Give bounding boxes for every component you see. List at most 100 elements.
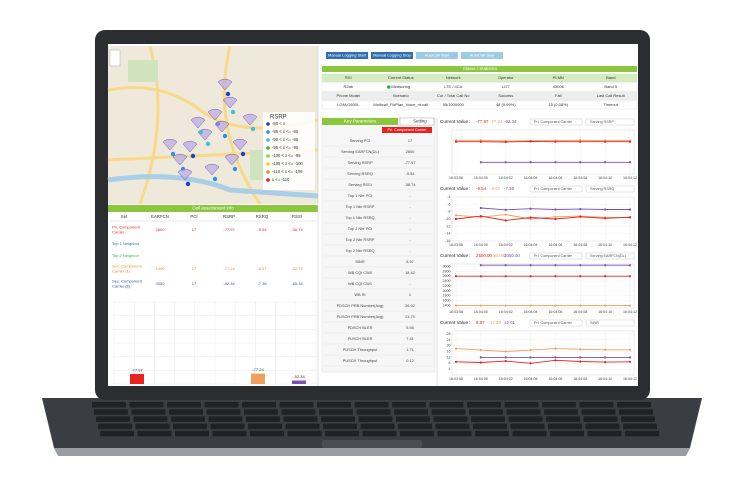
status-row bbox=[321, 91, 638, 101]
map-river bbox=[107, 174, 319, 199]
dropdown[interactable] bbox=[529, 185, 583, 193]
button[interactable] bbox=[416, 52, 458, 59]
dropdown[interactable] bbox=[585, 185, 635, 193]
x-tick-label: 16:04:10 bbox=[598, 176, 612, 180]
dropdown[interactable] bbox=[585, 319, 635, 327]
key bbox=[581, 409, 616, 415]
dropdown-label[interactable]: Serving EARFCN(DL) bbox=[590, 254, 626, 258]
key bbox=[244, 409, 278, 415]
button[interactable] bbox=[326, 52, 368, 59]
dropdown-label[interactable]: Serving RSRQ bbox=[590, 187, 614, 191]
cell-sector bbox=[182, 140, 198, 153]
series-point bbox=[554, 359, 557, 362]
parameter-name: WB CQI CW1 bbox=[348, 281, 372, 286]
y-tick-label: -6 bbox=[447, 202, 450, 206]
x-tick-label: 16:04:02 bbox=[499, 243, 513, 247]
series-point bbox=[454, 140, 458, 143]
panel-title: Cell assessment info bbox=[192, 206, 234, 211]
key bbox=[619, 409, 653, 415]
key bbox=[623, 423, 657, 430]
key bbox=[398, 423, 432, 430]
dropdown[interactable] bbox=[529, 118, 583, 126]
button[interactable] bbox=[371, 52, 413, 59]
status-cell: Last Call Result bbox=[597, 93, 626, 98]
series-point bbox=[579, 140, 582, 143]
dropdown-label[interactable]: Pri. Component Carrier bbox=[534, 254, 573, 258]
dropdown-label[interactable]: SINR bbox=[590, 321, 599, 325]
key bbox=[510, 423, 545, 430]
dropdown-label[interactable]: Pri. Component Carrier bbox=[534, 321, 573, 325]
map-park bbox=[128, 60, 158, 82]
x-tick-label: 16:04:08 bbox=[573, 310, 587, 314]
legend-label: -85 < x <= -80 bbox=[272, 129, 299, 134]
dropdown[interactable] bbox=[529, 319, 583, 327]
y-tick-label: 1400 bbox=[443, 304, 451, 308]
dropdown-label[interactable]: Pri. Component Carrier bbox=[534, 120, 573, 124]
key bbox=[435, 423, 470, 430]
cell-value: -58.74 bbox=[291, 227, 303, 232]
setting-button[interactable] bbox=[399, 117, 435, 126]
series-point bbox=[628, 208, 632, 211]
key bbox=[206, 409, 241, 415]
series-point bbox=[628, 161, 632, 164]
series-point bbox=[628, 264, 632, 267]
button-label[interactable]: AutoCall Stop bbox=[470, 53, 495, 58]
series-point bbox=[579, 208, 582, 211]
button-label[interactable]: Manual Logging Stop bbox=[373, 53, 412, 58]
current-value: -77.24 bbox=[490, 119, 503, 124]
measurement-point bbox=[198, 129, 204, 135]
row-label: Sec. Component Carrier (1) bbox=[112, 264, 143, 274]
key bbox=[319, 409, 353, 415]
series-point bbox=[579, 215, 582, 218]
setting-label[interactable]: Setting bbox=[413, 119, 427, 124]
series-point bbox=[554, 161, 557, 164]
status-row bbox=[321, 73, 638, 83]
bar-label: -92.34 bbox=[293, 374, 305, 379]
key bbox=[433, 416, 468, 422]
button-label[interactable]: AutoCall Start bbox=[425, 53, 451, 58]
cell-value: 2600 bbox=[156, 227, 166, 232]
y-tick-label: 16 bbox=[447, 349, 451, 353]
parameter-value: 21.70 bbox=[405, 314, 416, 319]
column-header: EARFCN bbox=[151, 214, 169, 219]
series-point bbox=[628, 216, 632, 219]
dropdown[interactable] bbox=[529, 252, 583, 260]
dropdown[interactable] bbox=[585, 118, 635, 126]
parameter-name: Top 1 Nbr RSRQ bbox=[345, 215, 374, 220]
carrier-tab[interactable] bbox=[382, 127, 432, 133]
cell-sector bbox=[224, 153, 240, 166]
dropdown-label[interactable]: Serving RSRP bbox=[590, 120, 614, 124]
series-point bbox=[579, 304, 582, 307]
cell-sector bbox=[242, 113, 258, 126]
x-tick-label: 16:04:10 bbox=[598, 243, 612, 247]
column-header: Set bbox=[121, 214, 128, 219]
current-value: -9.54 bbox=[476, 186, 487, 191]
key bbox=[544, 409, 578, 415]
key bbox=[546, 416, 580, 422]
key bbox=[437, 430, 472, 437]
parameter-name: Top 2 Nbr RSRQ bbox=[345, 248, 374, 253]
parameter-value: - bbox=[409, 193, 411, 198]
x-tick-label: 16:04:04 bbox=[524, 377, 538, 381]
zoom-control[interactable] bbox=[109, 49, 121, 67]
x-tick-label: 16:03:58 bbox=[449, 176, 463, 180]
cell-sector bbox=[204, 163, 220, 176]
cell-sector bbox=[177, 168, 193, 181]
series-point bbox=[554, 215, 557, 218]
parameter-value: -77.97 bbox=[404, 160, 415, 165]
row-label: Pri. Component Carrier bbox=[112, 225, 141, 235]
current-value-label: Current Value : bbox=[440, 320, 471, 325]
dropdown[interactable] bbox=[585, 252, 635, 260]
map-legend bbox=[263, 112, 315, 190]
y-tick-label: -10 bbox=[445, 217, 450, 221]
plot-area bbox=[451, 330, 635, 376]
carrier-label[interactable]: Pri. Component Carrier bbox=[387, 128, 427, 132]
button-label[interactable]: Manual Logging Start bbox=[328, 53, 367, 58]
key bbox=[394, 409, 428, 415]
button[interactable] bbox=[461, 52, 503, 59]
series-point bbox=[504, 264, 507, 267]
parameter-name: Serving PCI bbox=[350, 138, 371, 143]
series-line bbox=[456, 139, 630, 142]
dropdown-label[interactable]: Pri. Component Carrier bbox=[534, 187, 573, 191]
plot-area bbox=[451, 129, 635, 175]
